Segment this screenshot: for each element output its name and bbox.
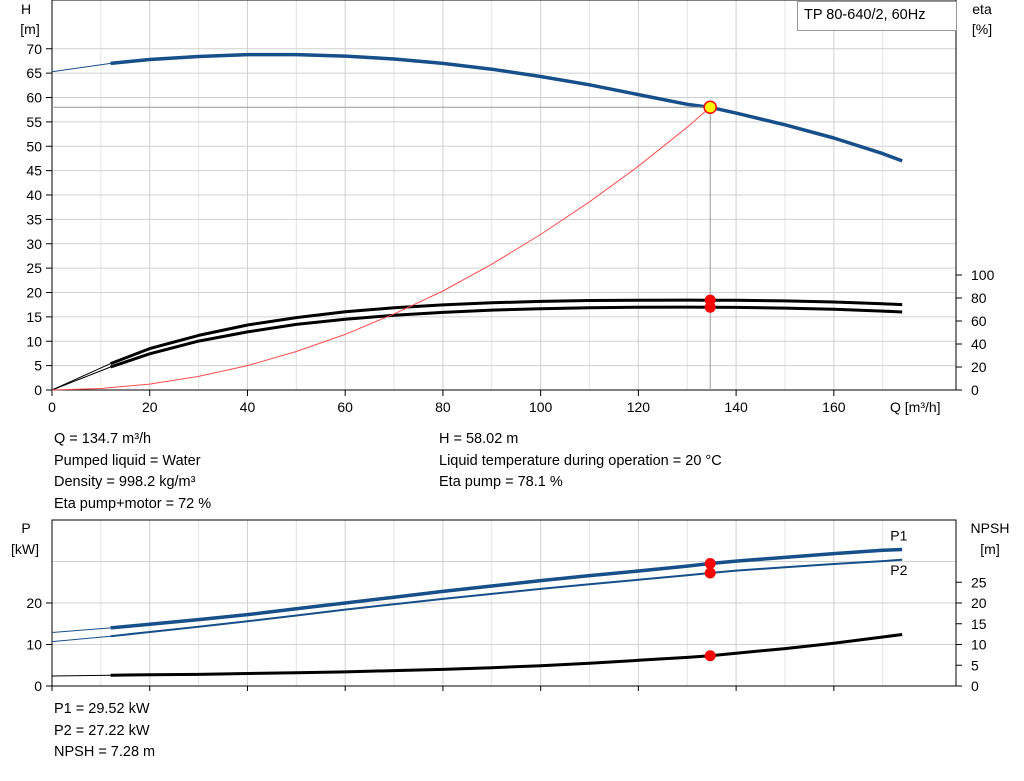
info-head: H = 58.02 m	[439, 431, 519, 447]
info-liquid: Pumped liquid = Water	[54, 452, 201, 469]
y-tick-label-left: 10	[26, 333, 42, 349]
p2-curve-extension	[51, 635, 111, 643]
eta_pump-curve	[110, 298, 903, 366]
y-tick-label-right: 0	[971, 678, 979, 694]
chart-title-box: TP 80-640/2, 60Hz	[797, 1, 957, 31]
y-tick-label-left: 0	[34, 678, 42, 694]
y-tick-label-right: 20	[971, 595, 987, 611]
y-axis-unit-right: [%]	[972, 21, 992, 37]
npsh-curve	[110, 633, 903, 677]
panel-2-grid	[51, 520, 956, 687]
y-tick-label-left: 50	[26, 138, 42, 154]
duty-info-right: H = 58.02 m Liquid temperature during op…	[439, 429, 722, 494]
eta_pump_motor-curve	[110, 305, 903, 369]
y-axis-unit-left: [kW]	[11, 541, 39, 557]
panel-1-grid	[51, 0, 956, 391]
npsh-curve-extension	[51, 674, 111, 677]
info-density: Density = 998.2 kg/m³	[54, 474, 196, 490]
info-temperature: Liquid temperature during operation = 20…	[439, 452, 722, 469]
y-tick-label-right: 15	[971, 616, 987, 632]
duty-info-left: Q = 134.7 m³/h Pumped liquid = Water Den…	[54, 429, 211, 515]
y-tick-label-left: 45	[26, 163, 42, 179]
head-curve	[110, 52, 903, 163]
y-tick-label-left: 10	[26, 637, 42, 653]
y-tick-label-right: 80	[971, 290, 987, 306]
y-tick-label-right: 5	[971, 657, 979, 673]
x-tick-label: 80	[435, 399, 451, 415]
y-tick-label-left: 70	[26, 41, 42, 57]
y-tick-label-left: 0	[34, 382, 42, 398]
p1-curve	[110, 547, 903, 630]
x-tick-label: 20	[142, 399, 158, 415]
y-tick-label-right: 40	[971, 336, 987, 352]
series-label-p1: P1	[890, 527, 907, 543]
x-tick-label: 160	[822, 399, 846, 415]
series-label-p2: P2	[890, 562, 907, 578]
eta-marker	[704, 301, 716, 313]
y-axis-unit-right: [m]	[980, 541, 999, 557]
y-tick-label-left: 30	[26, 236, 42, 252]
x-tick-label: 140	[724, 399, 748, 415]
y-axis-unit-left: [m]	[20, 21, 39, 37]
x-tick-label: 60	[337, 399, 353, 415]
y-tick-label-right: 60	[971, 313, 987, 329]
info-p1: P1 = 29.52 kW	[54, 701, 150, 717]
y-tick-label-left: 20	[26, 285, 42, 301]
eta_pump_motor-curve-extension	[51, 366, 111, 391]
info-npsh: NPSH = 7.28 m	[54, 744, 156, 760]
y-tick-label-right: 10	[971, 637, 987, 653]
power-info: P1 = 29.52 kW P2 = 27.22 kW NPSH = 7.28 …	[54, 699, 155, 764]
operating-point-marker	[704, 557, 716, 569]
y-tick-label-left: 65	[26, 65, 42, 81]
x-tick-label: 120	[627, 399, 651, 415]
info-eta-pump: Eta pump = 78.1 %	[439, 474, 563, 490]
y-tick-label-left: 40	[26, 187, 42, 203]
y-tick-label-right: 100	[971, 267, 995, 283]
p1-curve-extension	[51, 627, 111, 633]
info-p2: P2 = 27.22 kW	[54, 722, 150, 739]
operating-point-marker	[704, 567, 716, 579]
chart-title: TP 80-640/2, 60Hz	[804, 7, 926, 23]
y-tick-label-right: 0	[971, 382, 979, 398]
y-axis-label-right: eta	[972, 1, 992, 17]
info-flow: Q = 134.7 m³/h	[54, 431, 152, 447]
x-axis-label: Q [m³/h]	[890, 399, 941, 415]
y-axis-label-right: NPSH	[971, 520, 1010, 536]
p2-curve	[110, 558, 903, 638]
y-tick-label-left: 5	[34, 358, 42, 374]
y-tick-label-right: 25	[971, 574, 987, 590]
x-tick-label: 40	[240, 399, 256, 415]
y-tick-label-right: 20	[971, 359, 987, 375]
x-tick-label: 0	[48, 399, 56, 415]
y-tick-label-left: 35	[26, 211, 42, 227]
eta_pump-curve-extension	[51, 363, 111, 391]
y-tick-label-left: 20	[26, 595, 42, 611]
y-tick-label-left: 55	[26, 114, 42, 130]
y-tick-label-left: 15	[26, 309, 42, 325]
duty-point-marker	[703, 100, 717, 114]
y-axis-label-left: P	[21, 520, 30, 536]
y-tick-label-left: 25	[26, 260, 42, 276]
info-eta-pump-motor: Eta pump+motor = 72 %	[54, 495, 212, 512]
head-curve-extension	[51, 62, 111, 73]
operating-point-marker	[704, 650, 716, 662]
y-axis-label-left: H	[21, 1, 31, 17]
system-curve	[51, 106, 711, 391]
y-tick-label-left: 60	[26, 90, 42, 106]
x-tick-label: 100	[529, 399, 553, 415]
